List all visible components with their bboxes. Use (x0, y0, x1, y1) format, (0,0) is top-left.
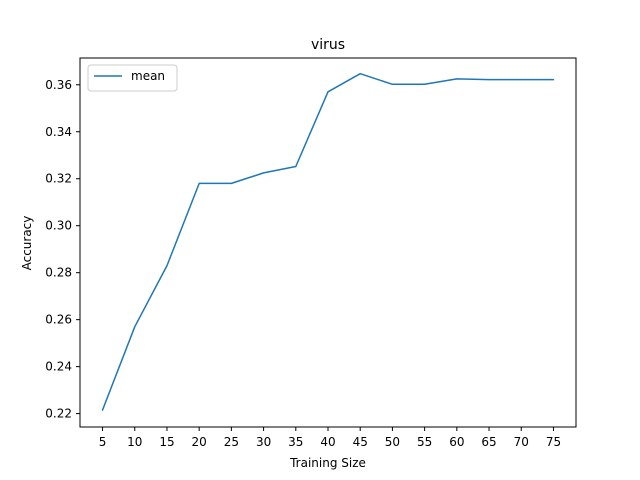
x-tick-label: 20 (192, 435, 207, 449)
x-tick-label: 15 (159, 435, 174, 449)
x-tick-label: 30 (256, 435, 271, 449)
x-tick-label: 50 (385, 435, 400, 449)
y-axis-label: Accuracy (20, 216, 34, 271)
x-tick-label: 75 (546, 435, 561, 449)
y-tick-label: 0.34 (45, 125, 72, 139)
x-tick-label: 65 (481, 435, 496, 449)
x-tick-label: 70 (514, 435, 529, 449)
x-axis-label: Training Size (289, 456, 366, 470)
y-tick-label: 0.30 (45, 219, 72, 233)
chart-title: virus (311, 37, 345, 53)
x-tick-label: 55 (417, 435, 432, 449)
y-tick-label: 0.28 (45, 266, 72, 280)
y-tick-label: 0.36 (45, 78, 72, 92)
y-tick-label: 0.22 (45, 407, 72, 421)
y-tick-label: 0.32 (45, 172, 72, 186)
y-tick-label: 0.26 (45, 313, 72, 327)
x-tick-label: 40 (320, 435, 335, 449)
x-tick-label: 60 (449, 435, 464, 449)
legend: mean (88, 65, 177, 91)
x-tick-label: 25 (224, 435, 239, 449)
x-tick-label: 45 (353, 435, 368, 449)
x-tick-label: 5 (99, 435, 107, 449)
legend-label: mean (131, 69, 165, 83)
x-tick-label: 35 (288, 435, 303, 449)
x-tick-label: 10 (127, 435, 142, 449)
y-tick-label: 0.24 (45, 360, 72, 374)
